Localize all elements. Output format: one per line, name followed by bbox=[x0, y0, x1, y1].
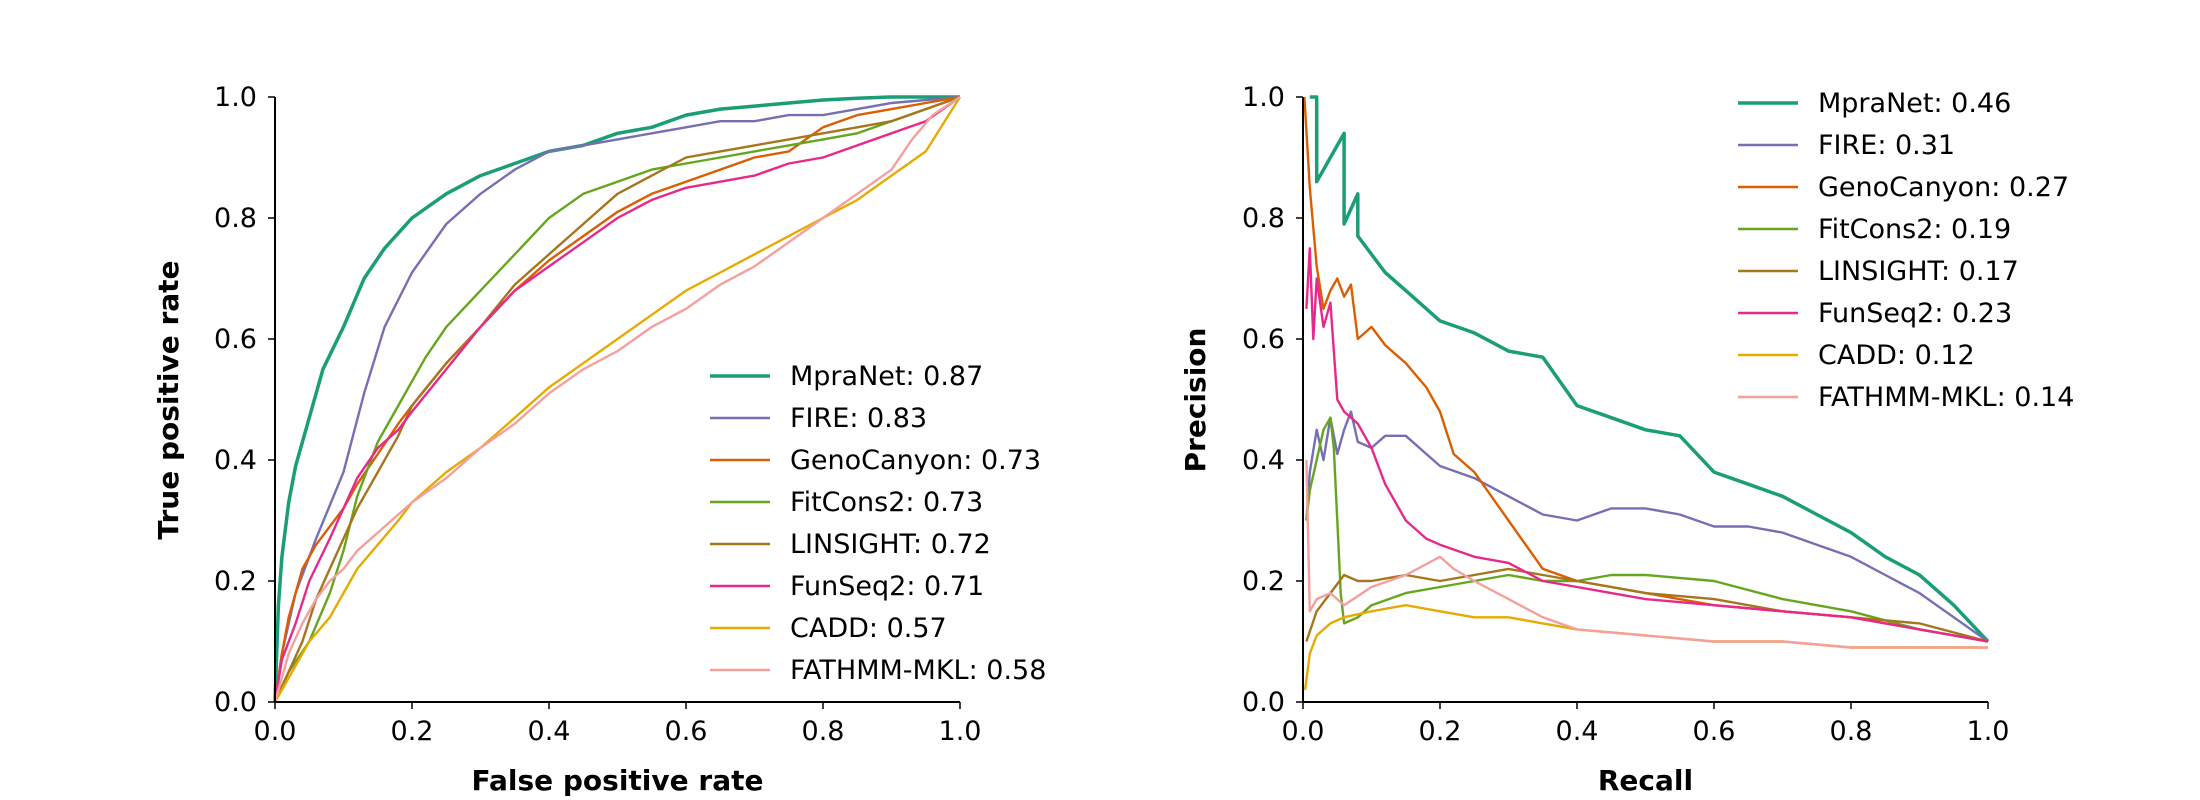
legend-label: FitCons2: 0.19 bbox=[1818, 214, 2011, 245]
x-tick-label: 0.0 bbox=[1282, 716, 1325, 747]
y-tick-label: 0.0 bbox=[214, 687, 257, 718]
x-axis-label: False positive rate bbox=[472, 764, 764, 797]
x-tick-label: 0.4 bbox=[528, 716, 571, 747]
x-tick-label: 0.2 bbox=[1419, 716, 1462, 747]
series-line-linsight bbox=[273, 95, 961, 703]
y-tick-label: 0.8 bbox=[1242, 203, 1285, 234]
legend-label: MpraNet: 0.87 bbox=[790, 361, 983, 392]
y-tick-label: 0.6 bbox=[1242, 324, 1285, 355]
y-tick-label: 0.2 bbox=[214, 566, 257, 597]
legend-label: FATHMM-MKL: 0.58 bbox=[790, 655, 1046, 686]
series-line-cadd bbox=[273, 96, 962, 703]
legend-label: MpraNet: 0.46 bbox=[1818, 88, 2011, 119]
y-tick-label: 1.0 bbox=[1242, 82, 1285, 113]
legend-label: FitCons2: 0.73 bbox=[790, 487, 983, 518]
x-tick-label: 0.8 bbox=[1830, 716, 1873, 747]
series-line-mpranet bbox=[273, 95, 960, 703]
legend-label: FunSeq2: 0.23 bbox=[1818, 298, 2012, 329]
legend-label: FIRE: 0.83 bbox=[790, 403, 927, 434]
y-tick-label: 0.0 bbox=[1242, 687, 1285, 718]
legend-label: GenoCanyon: 0.27 bbox=[1818, 172, 2069, 203]
legend-label: FunSeq2: 0.71 bbox=[790, 571, 984, 602]
y-axis-label: True positive rate bbox=[152, 260, 185, 539]
legend-label: CADD: 0.12 bbox=[1818, 340, 1975, 371]
x-tick-label: 1.0 bbox=[1967, 716, 2010, 747]
legend-label: CADD: 0.57 bbox=[790, 613, 947, 644]
pr-panel: 0.0 0.2 0.4 0.6 0.8 1.0 0.0 0.2 0.4 0.6 0.8 1.0 Reca… bbox=[1179, 82, 2074, 797]
legend-label: FIRE: 0.31 bbox=[1818, 130, 1955, 161]
series-line-fathmm-mkl bbox=[273, 95, 961, 703]
series-line-funseq2 bbox=[273, 96, 961, 703]
series-line-fitcons2 bbox=[273, 95, 961, 703]
y-tick-label: 0.2 bbox=[1242, 566, 1285, 597]
x-tick-label: 0.0 bbox=[254, 716, 297, 747]
legend-label: GenoCanyon: 0.73 bbox=[790, 445, 1041, 476]
x-tick-label: 0.2 bbox=[391, 716, 434, 747]
series-line-mpranet bbox=[1309, 95, 1990, 643]
y-tick-label: 0.8 bbox=[214, 203, 257, 234]
y-tick-label: 0.6 bbox=[214, 324, 257, 355]
x-tick-label: 0.4 bbox=[1556, 716, 1599, 747]
legend-label: LINSIGHT: 0.17 bbox=[1818, 256, 2019, 287]
y-axis-label: Precision bbox=[1179, 328, 1212, 473]
x-tick-label: 1.0 bbox=[939, 716, 982, 747]
x-tick-label: 0.6 bbox=[1693, 716, 1736, 747]
x-tick-label: 0.8 bbox=[802, 716, 845, 747]
series-line-fire bbox=[1305, 410, 1989, 643]
series-line-fire bbox=[273, 95, 961, 703]
x-tick-label: 0.6 bbox=[665, 716, 708, 747]
series-line-fathmm-mkl bbox=[1305, 459, 1988, 649]
series-line-funseq2 bbox=[1305, 247, 1989, 643]
legend: MpraNet: 0.87 FIRE: 0.83 GenoCanyon: 0.73 F… bbox=[710, 361, 1046, 686]
legend-label: FATHMM-MKL: 0.14 bbox=[1818, 382, 2074, 413]
legend-label: LINSIGHT: 0.72 bbox=[790, 529, 991, 560]
series-line-fitcons2 bbox=[1305, 416, 1989, 643]
roc-panel: 0.0 0.2 0.4 0.6 0.8 1.0 0.0 0.2 0.4 0.6 0.8 1.0 Fals… bbox=[152, 82, 1046, 797]
y-tick-label: 1.0 bbox=[214, 82, 257, 113]
y-tick-label: 0.4 bbox=[214, 445, 257, 476]
x-axis-label: Recall bbox=[1598, 764, 1693, 797]
y-tick-label: 0.4 bbox=[1242, 445, 1285, 476]
series-line-genocanyon bbox=[273, 95, 961, 703]
legend: MpraNet: 0.46 FIRE: 0.31 GenoCanyon: 0.27 F… bbox=[1738, 88, 2074, 413]
